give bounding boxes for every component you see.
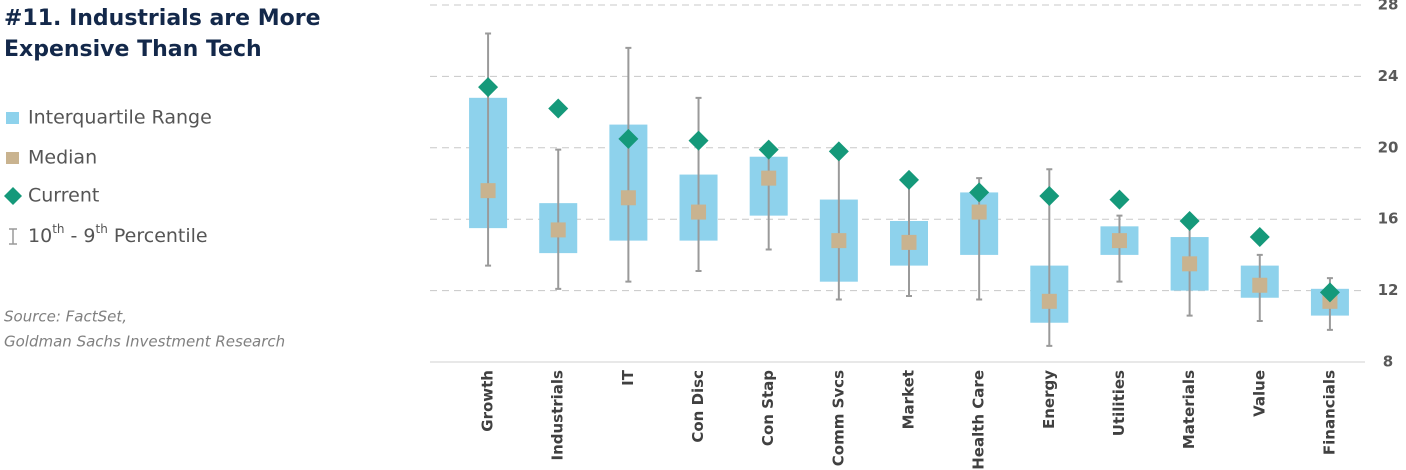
whisker bbox=[1116, 214, 1123, 283]
median-marker bbox=[901, 234, 917, 250]
x-tick-label: Energy bbox=[1040, 370, 1058, 429]
legend-label: Interquartile Range bbox=[28, 107, 212, 129]
x-tick-label: Value bbox=[1250, 370, 1268, 417]
median-marker bbox=[1041, 293, 1057, 309]
median-marker bbox=[831, 233, 847, 249]
current-marker bbox=[478, 77, 499, 98]
current-marker bbox=[758, 139, 779, 160]
legend-label-part: 10 bbox=[28, 225, 52, 247]
x-tick-label: Financials bbox=[1320, 370, 1338, 455]
legend-label-part: th bbox=[52, 222, 64, 236]
whisker bbox=[625, 46, 632, 283]
whisker bbox=[695, 96, 702, 272]
chart-title: Expensive Than Tech bbox=[4, 37, 262, 62]
median-marker bbox=[480, 183, 496, 199]
median-marker bbox=[1182, 256, 1198, 272]
legend-label: Median bbox=[28, 147, 97, 169]
y-tick-label: 28 bbox=[1378, 0, 1399, 14]
current-marker bbox=[688, 130, 709, 151]
y-tick-label: 24 bbox=[1378, 67, 1399, 85]
current-marker bbox=[969, 182, 990, 203]
current-marker bbox=[1249, 227, 1270, 248]
current-marker bbox=[548, 98, 569, 119]
x-tick-label: Health Care bbox=[970, 370, 988, 470]
current-marker bbox=[1179, 210, 1200, 231]
whisker bbox=[485, 32, 492, 267]
x-tick-label: Industrials bbox=[549, 370, 567, 461]
median-marker bbox=[1252, 277, 1268, 293]
chart-title: #11. Industrials are More bbox=[4, 6, 321, 31]
legend-label-part: - 9 bbox=[65, 225, 96, 247]
x-tick-label: Con Disc bbox=[689, 370, 707, 443]
x-tick-label: Comm Svcs bbox=[829, 370, 847, 466]
legend-swatch bbox=[9, 228, 17, 245]
current-marker bbox=[1319, 282, 1340, 303]
current-marker bbox=[899, 169, 919, 190]
legend-label: Current bbox=[28, 185, 99, 207]
legend-swatch bbox=[6, 152, 19, 164]
current-marker bbox=[828, 141, 849, 162]
x-tick-label: Market bbox=[900, 370, 918, 429]
y-tick-label: 16 bbox=[1378, 210, 1399, 228]
x-tick-label: Materials bbox=[1180, 370, 1198, 449]
legend-swatch bbox=[4, 187, 22, 205]
legend-label-part: th bbox=[96, 222, 108, 236]
x-tick-label: Utilities bbox=[1110, 370, 1128, 436]
y-tick-label: 8 bbox=[1383, 353, 1393, 371]
y-tick-label: 20 bbox=[1378, 138, 1399, 156]
legend-label: 10th - 9th Percentile bbox=[28, 222, 208, 247]
current-marker bbox=[1109, 189, 1130, 210]
median-marker bbox=[550, 222, 566, 238]
source: Goldman Sachs Investment Research bbox=[4, 333, 285, 351]
median-marker bbox=[1111, 233, 1127, 249]
legend-label-part: Percentile bbox=[108, 225, 208, 247]
median-marker bbox=[691, 204, 707, 220]
current-marker bbox=[618, 128, 639, 149]
y-tick-label: 12 bbox=[1378, 281, 1399, 299]
current-marker bbox=[1039, 185, 1060, 206]
x-tick-label: IT bbox=[619, 369, 637, 386]
median-marker bbox=[620, 190, 636, 206]
x-tick-label: Growth bbox=[479, 370, 497, 432]
median-marker bbox=[761, 170, 777, 186]
legend-swatch bbox=[6, 112, 19, 124]
x-tick-label: Con Stap bbox=[759, 370, 777, 446]
median-marker bbox=[971, 204, 987, 220]
whisker bbox=[555, 148, 562, 290]
source: Source: FactSet, bbox=[4, 308, 127, 326]
